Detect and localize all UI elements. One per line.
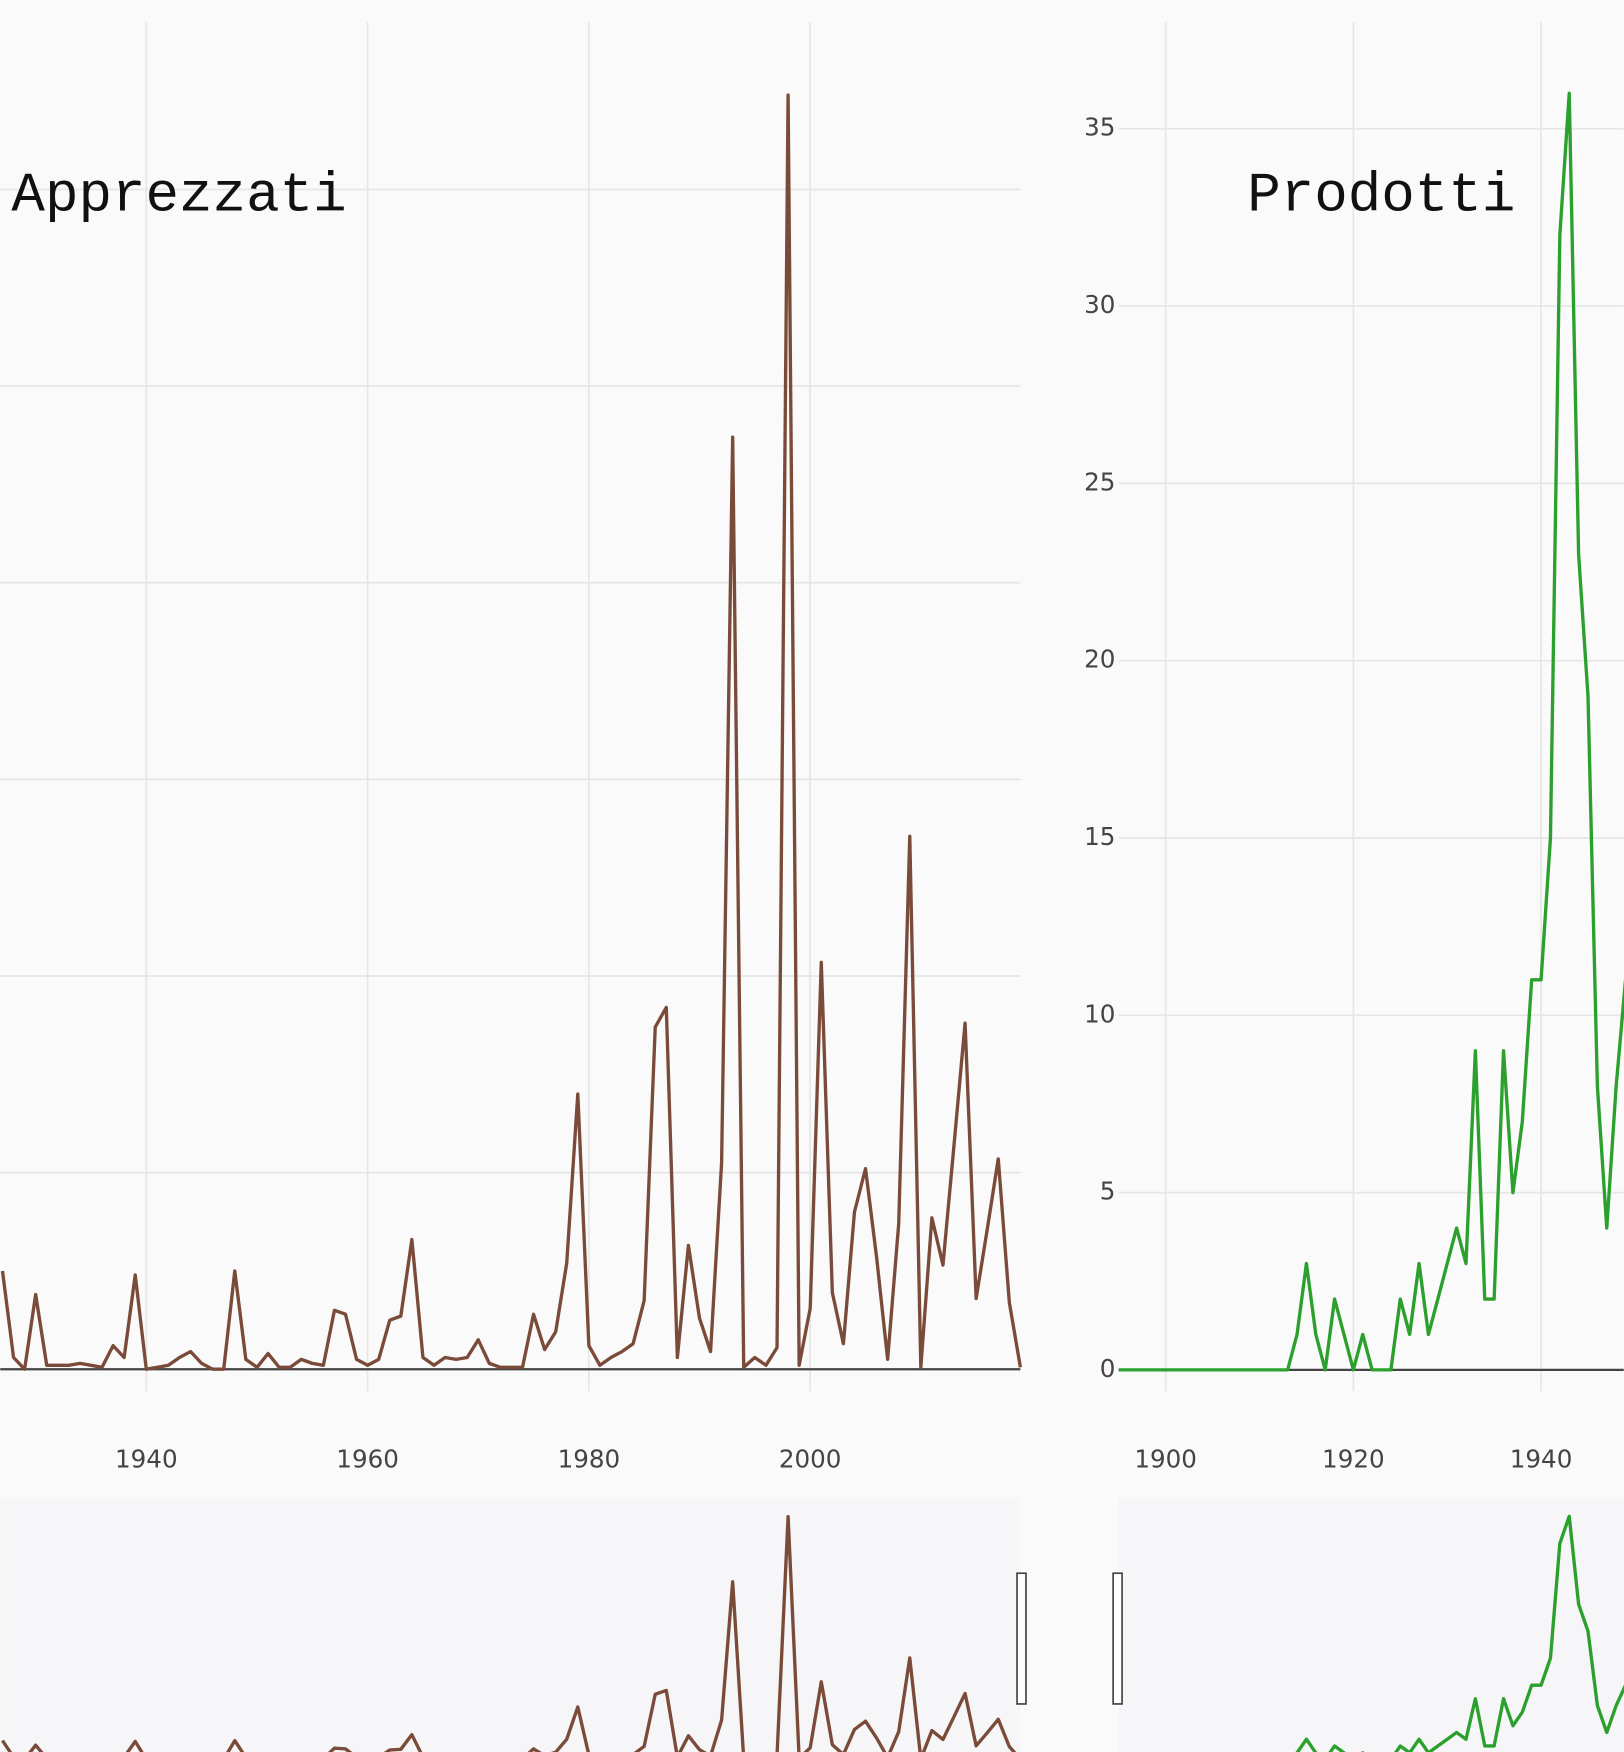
data-line (1118, 91, 1624, 1372)
range-slider[interactable] (0, 1497, 1021, 1752)
slider-line (1295, 1514, 1624, 1752)
y-tick-label: 0 (1100, 1354, 1116, 1383)
range-slider[interactable] (1118, 1497, 1624, 1752)
x-tick-label: 1900 (1134, 1444, 1197, 1473)
slider-handle[interactable] (1112, 1572, 1123, 1705)
y-tick-label: 20 (1084, 645, 1115, 674)
chart-title: Apprezzati (11, 163, 346, 227)
y-tick-label: 10 (1084, 999, 1115, 1028)
x-tick-label: 1960 (336, 1444, 399, 1473)
y-tick-label: 25 (1084, 467, 1115, 496)
data-line (0, 93, 1023, 1371)
x-tick-label: 1920 (1322, 1444, 1385, 1473)
x-tick-label: 1980 (558, 1444, 621, 1473)
x-tick-label: 1940 (1510, 1444, 1573, 1473)
y-tick-label: 35 (1084, 113, 1115, 142)
y-tick-label: 15 (1084, 822, 1115, 851)
x-tick-label: 1940 (115, 1444, 178, 1473)
y-tick-label: 5 (1100, 1177, 1116, 1206)
slider-line (1, 1515, 1017, 1752)
chart-title: Prodotti (1247, 163, 1515, 227)
x-tick-label: 2000 (779, 1444, 842, 1473)
y-tick-label: 30 (1084, 290, 1115, 319)
slider-handle[interactable] (1016, 1572, 1027, 1705)
